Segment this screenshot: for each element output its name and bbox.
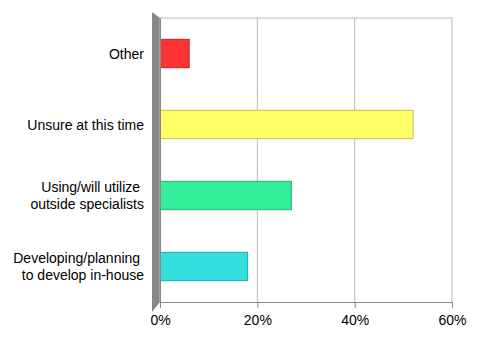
tick: 20% <box>244 302 272 328</box>
tick: 0% <box>150 302 170 328</box>
bar <box>160 181 291 209</box>
axis-line <box>160 19 161 303</box>
tick: 40% <box>341 302 369 328</box>
tick: Using/will utilize outside specialists <box>30 179 160 212</box>
wall <box>152 12 160 312</box>
chart: 0% 20% 40% 60% Other Unsure at this time Using… <box>0 0 500 347</box>
category-label: Using/will utilize outside specialists <box>30 179 144 212</box>
grid <box>160 18 452 302</box>
grid-line <box>160 18 161 302</box>
tick: Developing/planning to develop in-house <box>13 250 160 283</box>
plot: 0% 20% 40% 60% Other Unsure at this time Using… <box>13 12 466 328</box>
category-label: Other <box>109 46 144 62</box>
tick-mark <box>355 302 356 308</box>
tick: 60% <box>438 302 466 328</box>
tick-mark <box>257 302 258 308</box>
tick-label: 60% <box>438 312 466 328</box>
bar <box>160 39 189 67</box>
tick-label: 20% <box>244 312 272 328</box>
tick-mark <box>452 302 453 308</box>
category-label: Developing/planning to develop in-house <box>13 250 144 283</box>
grid-line <box>354 18 355 302</box>
tick: Other <box>109 46 160 62</box>
x-axis: 0% 20% 40% 60% <box>150 302 466 328</box>
tick-label: 0% <box>150 312 170 328</box>
category-label: Unsure at this time <box>27 117 144 133</box>
bar <box>160 110 413 138</box>
grid-line <box>257 18 258 302</box>
y-axis: Other Unsure at this time Using/will utili… <box>13 19 160 303</box>
bars <box>160 39 413 280</box>
bar <box>160 252 248 280</box>
axis-line <box>161 303 453 309</box>
tick-label: 40% <box>341 312 369 328</box>
grid-line <box>452 18 453 302</box>
tick-mark <box>160 302 161 308</box>
plot-frame <box>160 18 452 19</box>
tick: Unsure at this time <box>27 117 160 133</box>
